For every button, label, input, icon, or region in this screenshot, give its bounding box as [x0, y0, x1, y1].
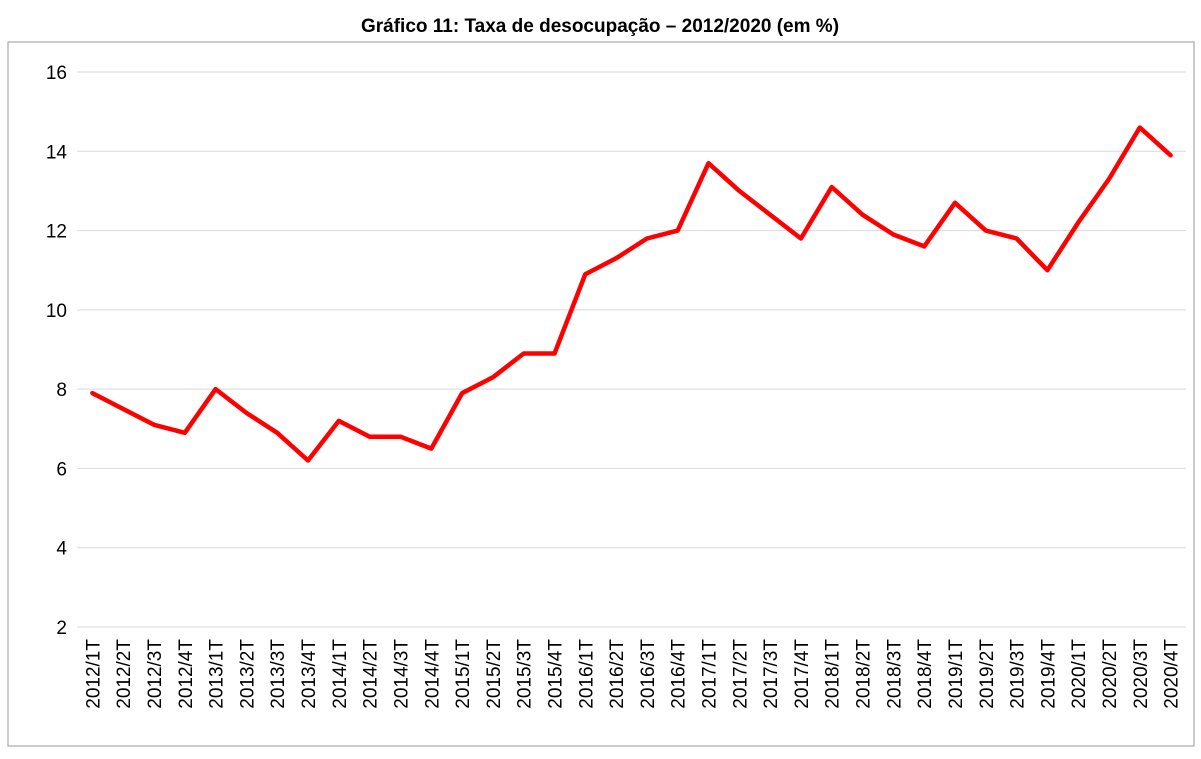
- y-tick-label: 16: [46, 63, 67, 84]
- chart-border: [7, 41, 1195, 747]
- y-tick-label: 12: [46, 222, 67, 243]
- x-tick-label: 2015/3T: [515, 639, 536, 709]
- y-tick-label: 8: [56, 380, 67, 401]
- x-tick-label: 2020/3T: [1131, 639, 1152, 709]
- x-tick-label: 2016/3T: [638, 639, 659, 709]
- x-tick-label: 2014/2T: [361, 639, 382, 709]
- x-tick-label: 2018/2T: [854, 639, 875, 709]
- x-tick-label: 2012/3T: [145, 639, 166, 709]
- x-tick-label: 2018/3T: [884, 639, 905, 709]
- x-tick-label: 2019/1T: [946, 639, 967, 709]
- x-tick-label: 2012/2T: [114, 639, 135, 709]
- x-tick-label: 2017/3T: [761, 639, 782, 709]
- x-tick-label: 2013/2T: [237, 639, 258, 709]
- x-tick-label: 2012/1T: [83, 639, 104, 709]
- x-tick-label: 2013/4T: [299, 639, 320, 709]
- x-tick-label: 2017/2T: [730, 639, 751, 709]
- x-tick-label: 2020/2T: [1100, 639, 1121, 709]
- x-tick-label: 2014/1T: [330, 639, 351, 709]
- y-tick-label: 14: [46, 142, 68, 163]
- x-tick-label: 2017/4T: [792, 639, 813, 709]
- x-tick-label: 2015/4T: [545, 639, 566, 709]
- data-line: [90, 125, 1173, 463]
- x-tick-label: 2019/3T: [1008, 639, 1029, 709]
- y-tick-label: 4: [56, 539, 67, 560]
- x-tick-label: 2019/2T: [977, 639, 998, 709]
- x-tick-label: 2020/4T: [1162, 639, 1183, 709]
- x-tick-label: 2014/3T: [391, 639, 412, 709]
- x-tick-label: 2014/4T: [422, 639, 443, 709]
- x-tick-label: 2020/1T: [1069, 639, 1090, 709]
- y-tick-label: 2: [56, 618, 67, 639]
- y-tick-label: 6: [56, 459, 67, 480]
- x-tick-label: 2019/4T: [1038, 639, 1059, 709]
- x-tick-label: 2013/3T: [268, 639, 289, 709]
- x-tick-label: 2016/2T: [607, 639, 628, 709]
- chart-title: Gráfico 11: Taxa de desocupação – 2012/2…: [361, 16, 839, 37]
- x-tick-label: 2016/1T: [576, 639, 597, 709]
- x-tick-label: 2012/4T: [176, 639, 197, 709]
- x-tick-label: 2017/1T: [700, 639, 721, 709]
- y-tick-label: 10: [46, 301, 67, 322]
- x-tick-label: 2018/1T: [823, 639, 844, 709]
- x-tick-label: 2015/1T: [453, 639, 474, 709]
- x-tick-label: 2013/1T: [207, 639, 228, 709]
- x-tick-label: 2015/2T: [484, 639, 505, 709]
- x-tick-label: 2018/4T: [915, 639, 936, 709]
- x-tick-label: 2016/4T: [669, 639, 690, 709]
